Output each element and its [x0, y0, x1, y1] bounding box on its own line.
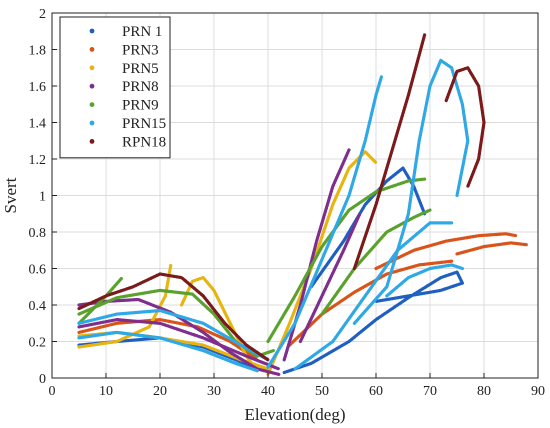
x-tick-label: 70 — [423, 384, 437, 399]
legend-box — [59, 16, 171, 159]
series-track — [77, 263, 173, 349]
y-tick-label: 2 — [39, 7, 46, 22]
y-tick-label: 1.4 — [29, 117, 47, 132]
y-tick-label: 0.8 — [29, 226, 47, 241]
x-axis-label: Elevation(deg) — [244, 405, 345, 424]
legend-label: RPN18 — [122, 134, 166, 150]
legend-marker — [89, 83, 95, 89]
legend-marker — [89, 65, 95, 71]
legend-label: PRN5 — [122, 61, 159, 77]
series-track — [266, 177, 427, 344]
x-tick-label: 80 — [477, 384, 491, 399]
x-tick-label: 30 — [207, 384, 221, 399]
series-track — [444, 66, 486, 188]
x-tick-label: 20 — [153, 384, 167, 399]
y-tick-label: 0 — [39, 372, 46, 387]
series-track — [298, 212, 362, 344]
legend-marker — [89, 102, 95, 107]
y-tick-label: 0.6 — [29, 263, 47, 278]
y-tick-label: 1.8 — [29, 44, 47, 59]
legend-label: PRN9 — [122, 98, 159, 114]
series-track — [77, 318, 281, 371]
legend-label: PRN8 — [122, 79, 159, 95]
series-track — [77, 330, 259, 373]
x-tick-label: 90 — [531, 384, 545, 399]
series-tracks — [77, 33, 529, 376]
series-track — [352, 33, 427, 271]
series-track — [266, 75, 383, 369]
legend-label: PRN 1 — [122, 24, 162, 40]
series-track — [282, 270, 464, 375]
legend-marker — [89, 28, 95, 34]
series-track — [77, 318, 259, 362]
x-tick-label: 40 — [261, 384, 275, 399]
legend-marker — [89, 47, 95, 52]
legend-marker — [89, 139, 95, 144]
y-tick-label: 1.2 — [29, 153, 47, 168]
axis-ticks: 0 10 20 30 40 50 60 70 80 90 0 0.2 0.4 0.6 0.8 1 1.2 1.4 1… — [29, 7, 546, 399]
legend: PRN 1 PRN3 PRN5 PRN8 PRN9 PRN15 RPN18 — [59, 16, 171, 159]
series-track — [77, 297, 281, 376]
x-tick-label: 50 — [315, 384, 329, 399]
series-track — [77, 308, 270, 362]
y-axis-label: Svert — [1, 177, 20, 213]
series-track — [374, 232, 518, 271]
legend-label: PRN15 — [122, 116, 166, 132]
legend-marker — [89, 120, 95, 126]
series-track — [385, 263, 464, 298]
series-track — [293, 221, 454, 371]
y-tick-label: 1.6 — [29, 80, 47, 95]
x-tick-label: 60 — [369, 384, 383, 399]
series-track — [77, 272, 270, 362]
series-track — [288, 259, 454, 347]
y-tick-label: 0.2 — [29, 336, 47, 351]
series-track — [320, 208, 432, 316]
series-track — [455, 241, 529, 256]
x-tick-label: 10 — [99, 384, 113, 399]
x-tick-label: 0 — [49, 384, 56, 399]
y-tick-label: 1 — [39, 190, 46, 205]
y-tick-label: 0.4 — [29, 299, 47, 314]
legend-label: PRN3 — [122, 42, 159, 58]
series-track — [266, 150, 378, 376]
